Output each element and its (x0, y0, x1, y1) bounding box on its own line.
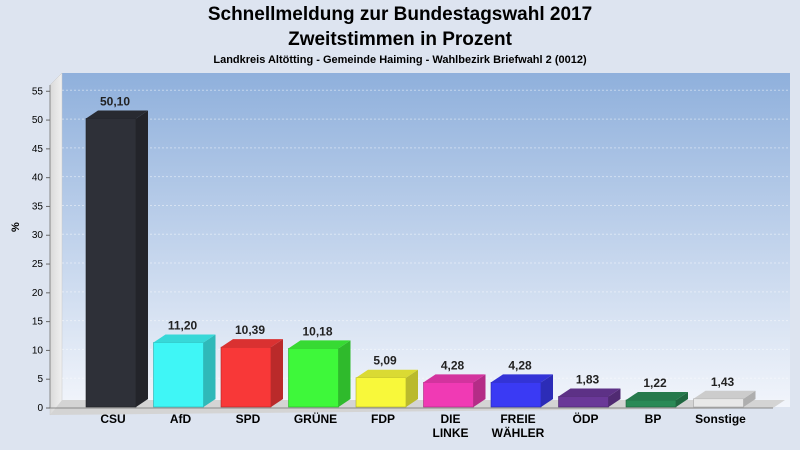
bar-value-label: 11,20 (168, 319, 198, 333)
y-tick-label: 15 (32, 317, 44, 328)
y-tick-label: 45 (32, 144, 44, 155)
bar-value-label: 50,10 (100, 94, 130, 108)
bar (288, 340, 351, 408)
x-tick-label: BP (645, 412, 662, 426)
bar-value-label: 10,18 (302, 324, 332, 338)
bar-value-label: 4,28 (508, 358, 532, 372)
bar-value-label: 1,43 (711, 375, 735, 389)
bar-side (473, 374, 486, 407)
y-tick-label: 0 (37, 403, 43, 414)
bar (220, 339, 283, 408)
bar (85, 110, 148, 408)
y-tick-label: 50 (32, 115, 44, 126)
bar-value-label: 1,83 (576, 372, 600, 386)
bar-side (136, 110, 148, 407)
bar-front (423, 382, 474, 408)
bar (153, 334, 216, 408)
bar-top (423, 374, 486, 383)
bar (355, 369, 418, 408)
bar-front (558, 396, 609, 408)
bar-value-label: 10,39 (235, 323, 265, 337)
bar-side (271, 339, 283, 407)
y-tick-label: 35 (32, 201, 44, 212)
bar-front (355, 377, 407, 408)
chart-title: Schnellmeldung zur Bundestagswahl 2017 (207, 4, 593, 25)
y-tick-label: 55 (32, 86, 44, 97)
bar-top (558, 388, 621, 397)
x-tick-label: CSU (100, 412, 125, 426)
bar-top (626, 391, 688, 400)
bar-side (743, 390, 756, 407)
bar-side (608, 388, 621, 407)
x-tick-label: SPD (236, 412, 261, 426)
bar (558, 388, 621, 408)
bar-front (85, 118, 137, 408)
bar-top (491, 374, 553, 383)
x-tick-label: AfD (170, 412, 192, 426)
plot-side-wall (49, 72, 63, 416)
x-tick-label: FREIE WÄHLER (492, 412, 545, 440)
bar-front (220, 346, 272, 408)
y-tick-label: 20 (32, 288, 44, 299)
x-tick-label: DIE LINKE (433, 412, 469, 440)
bar-top (86, 110, 148, 119)
bar-top (356, 369, 418, 378)
chart-subtitle: Zweitstimmen in Prozent (288, 29, 512, 50)
y-tick-label: 5 (37, 374, 43, 385)
bar (490, 374, 553, 408)
bar-top (221, 339, 283, 348)
y-tick-label: 25 (32, 259, 44, 270)
bar-side (203, 334, 216, 407)
bar-top (153, 334, 216, 343)
chart-location: Landkreis Altötting - Gemeinde Haiming -… (213, 54, 587, 66)
bar-side (541, 374, 553, 407)
bar-top (288, 340, 351, 349)
y-tick-label: 30 (32, 230, 44, 241)
bar-front (153, 342, 204, 408)
bar-front (693, 398, 744, 408)
x-tick-label: Sonstige (695, 412, 746, 426)
bar-top (693, 390, 756, 399)
bar-side (406, 369, 418, 407)
bar-side (676, 391, 688, 407)
x-tick-label: FDP (371, 412, 395, 426)
bar-value-label: 4,28 (441, 358, 465, 372)
bar-value-label: 1,22 (643, 376, 667, 390)
y-tick-label: 40 (32, 173, 44, 184)
bar-value-label: 5,09 (373, 354, 397, 368)
bar (693, 390, 756, 408)
bar (423, 374, 486, 408)
x-tick-label: GRÜNE (294, 411, 337, 426)
x-tick-label: ÖDP (572, 411, 598, 426)
bar-side (338, 340, 351, 407)
bar (625, 391, 688, 408)
bar-front (288, 348, 339, 408)
bar-front (490, 382, 542, 408)
bar-front (625, 399, 677, 408)
y-tick-label: 10 (32, 345, 44, 356)
